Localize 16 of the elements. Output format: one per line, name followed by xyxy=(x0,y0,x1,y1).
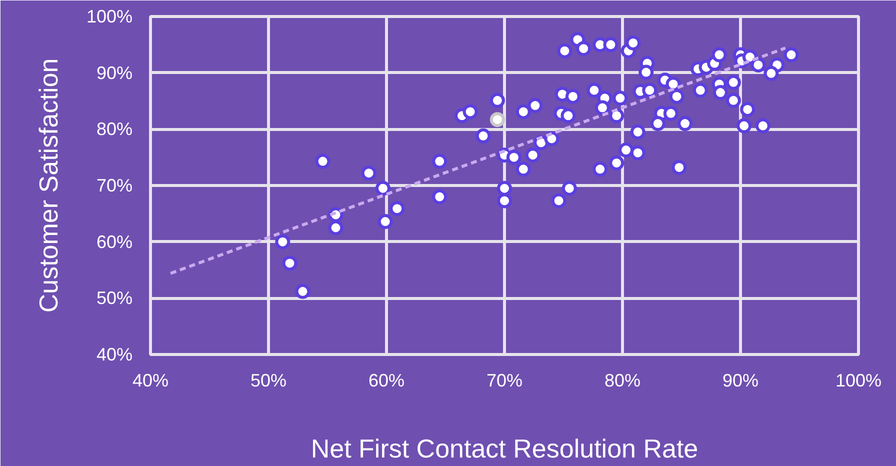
y-tick-label: 50% xyxy=(96,288,133,308)
y-tick-label: 80% xyxy=(96,119,133,140)
y-tick-label: 70% xyxy=(96,176,133,196)
x-tick-label: 60% xyxy=(368,370,405,390)
y-tick-label: 60% xyxy=(96,232,133,252)
y-tick-label: 40% xyxy=(96,344,133,364)
y-tick-label: 100% xyxy=(86,6,133,26)
x-tick-label: 90% xyxy=(722,370,759,390)
x-axis-title: Net First Contact Resolution Rate xyxy=(310,434,698,464)
x-tick-label: 100% xyxy=(835,370,882,390)
y-axis-title: Customer Satisfaction xyxy=(33,58,64,313)
y-tick-label: 90% xyxy=(96,62,133,83)
x-tick-label: 50% xyxy=(250,370,287,390)
x-tick-label: 40% xyxy=(132,370,169,390)
x-tick-label: 80% xyxy=(604,370,641,390)
x-tick-label: 70% xyxy=(486,370,523,390)
